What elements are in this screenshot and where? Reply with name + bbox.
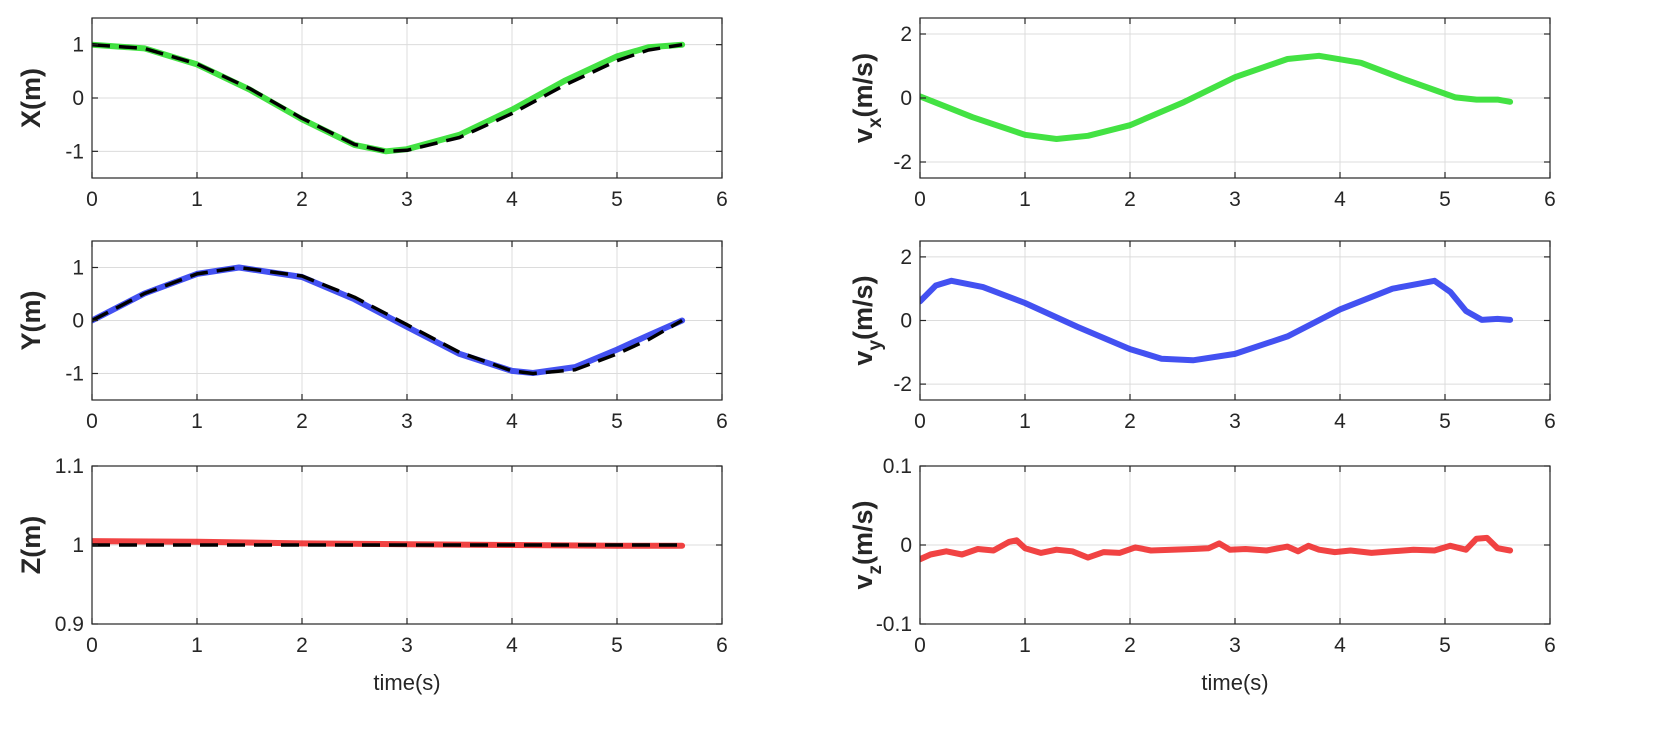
y-axis-label: Z(m)	[16, 516, 46, 574]
y-tick-label: 1	[72, 257, 84, 280]
panel-z: 0 1 2 3 4 5 6 1.1 1 0.9 Z(m) time(s)	[16, 455, 728, 695]
panel-y: 0 1 2 3 4 5 6 1 0 -1 Y(m)	[16, 240, 728, 433]
y-tick-label: -2	[893, 373, 912, 396]
x-tick-label: 3	[401, 410, 413, 433]
x-axis-label: time(s)	[373, 670, 440, 695]
x-tick-label: 4	[506, 634, 518, 657]
x-tick-label: 4	[1334, 410, 1346, 433]
x-tick-label: 0	[914, 634, 926, 657]
x-axis-label: time(s)	[1201, 670, 1268, 695]
x-tick-label: 4	[506, 410, 518, 433]
x-tick-label: 1	[191, 410, 203, 433]
x-tick-label: 2	[296, 634, 308, 657]
y-tick-label: 2	[900, 23, 912, 46]
x-tick-label: 2	[296, 188, 308, 211]
x-tick-label: 3	[401, 188, 413, 211]
x-tick-label: 1	[1019, 188, 1031, 211]
x-tick-label: 5	[1439, 634, 1451, 657]
y-axis-label: X(m)	[16, 68, 46, 128]
y-axis-label: Y(m)	[16, 291, 46, 351]
x-tick-label: 6	[716, 634, 728, 657]
x-tick-label: 4	[1334, 634, 1346, 657]
y-tick-label: 0.9	[55, 613, 84, 636]
y-tick-label: 0	[72, 87, 84, 110]
series-x-reference	[92, 42, 683, 154]
x-tick-label: 2	[1124, 410, 1136, 433]
x-tick-label: 5	[1439, 188, 1451, 211]
x-tick-label: 5	[611, 410, 623, 433]
x-tick-label: 5	[611, 634, 623, 657]
y-axis-label: vz(m/s)	[848, 500, 886, 589]
y-tick-label: 0	[900, 87, 912, 110]
x-tick-label: 3	[1229, 634, 1241, 657]
x-tick-label: 0	[914, 188, 926, 211]
series-vx-vx	[920, 52, 1514, 142]
y-axis-label: vx(m/s)	[848, 53, 886, 143]
y-tick-label: 1	[72, 34, 84, 57]
panel-vz: 0 1 2 3 4 5 60.10-0.1vz(m/s)time(s)	[848, 455, 1556, 695]
x-tick-label: 2	[296, 410, 308, 433]
x-tick-label: 6	[1544, 410, 1556, 433]
panel-vy: 0 1 2 3 4 5 620-2vy(m/s)	[848, 240, 1556, 433]
x-tick-label: 1	[191, 634, 203, 657]
x-tick-label: 1	[1019, 410, 1031, 433]
x-tick-label: 3	[401, 634, 413, 657]
x-tick-label: 0	[86, 634, 98, 657]
x-tick-label: 0	[86, 410, 98, 433]
y-tick-label: 0.1	[883, 455, 912, 478]
y-tick-label: -1	[65, 140, 84, 163]
series-vy-vy	[920, 277, 1514, 364]
y-tick-label: -2	[893, 151, 912, 174]
x-tick-label: 6	[1544, 634, 1556, 657]
x-tick-label: 1	[191, 188, 203, 211]
x-tick-label: 4	[506, 188, 518, 211]
x-tick-label: 5	[611, 188, 623, 211]
y-tick-label: 0	[900, 310, 912, 333]
y-tick-label: 1.1	[55, 455, 84, 478]
x-tick-label: 3	[1229, 410, 1241, 433]
x-tick-label: 6	[716, 410, 728, 433]
panel-vx: 0 1 2 3 4 5 620-2vx(m/s)	[848, 17, 1556, 211]
x-tick-label: 0	[914, 410, 926, 433]
x-tick-label: 2	[1124, 188, 1136, 211]
y-tick-label: -1	[65, 363, 84, 386]
x-tick-label: 1	[1019, 634, 1031, 657]
x-tick-label: 6	[716, 188, 728, 211]
panel-x: 0 1 2 3 4 5 6 1 0 -1 X(m)	[16, 17, 728, 211]
x-tick-label: 2	[1124, 634, 1136, 657]
x-tick-label: 5	[1439, 410, 1451, 433]
y-axis-label: vy(m/s)	[848, 275, 886, 365]
y-tick-label: 0	[72, 310, 84, 333]
series-vz-vz	[920, 534, 1514, 563]
x-tick-label: 4	[1334, 188, 1346, 211]
y-tick-label: 2	[900, 246, 912, 269]
y-tick-label: 0	[900, 534, 912, 557]
series-y-reference	[92, 265, 683, 376]
y-tick-label: 1	[72, 534, 84, 557]
x-tick-label: 6	[1544, 188, 1556, 211]
y-tick-label: -0.1	[876, 613, 912, 636]
x-tick-label: 3	[1229, 188, 1241, 211]
x-tick-label: 0	[86, 188, 98, 211]
